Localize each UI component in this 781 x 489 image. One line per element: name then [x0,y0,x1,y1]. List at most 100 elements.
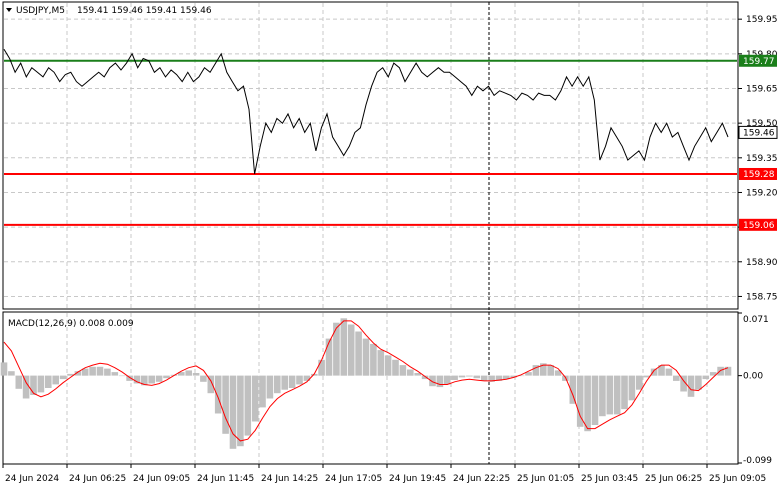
macd-histogram-bar [414,373,421,376]
macd-histogram-bar [229,375,237,449]
macd-signal-line [3,320,729,442]
macd-histogram-bar [724,366,732,376]
macd-histogram-bar [303,375,311,381]
macd-histogram-bar [584,375,591,432]
price-tick-label: 159.35 [746,154,778,164]
macd-histogram-bar [370,343,377,376]
ohlc-values: 159.41 159.46 159.41 159.46 [77,6,212,16]
macd-histogram-bar [259,375,266,408]
macd-histogram-bar [200,375,207,382]
time-tick-label: 24 Jun 06:25 [69,474,126,484]
macd-histogram-bar [347,324,355,376]
level-tag-bg [739,54,777,67]
macd-histogram-bar [96,366,104,376]
macd-histogram-bar [466,375,473,377]
macd-histogram-bar [266,375,274,399]
macd-histogram-bar [392,359,399,376]
macd-histogram-bar [407,369,414,376]
macd-histogram-bar [488,375,495,382]
macd-tick-label: 0.071 [743,315,769,325]
macd-histogram-bar [709,372,717,376]
macd-histogram-bar [628,375,636,401]
time-axis: 24 Jun 2024 24 Jun 06:25 24 Jun 09:05 24 Ju… [2,464,766,484]
macd-histogram-bar [636,375,643,390]
time-tick-label: 24 Jun 22:25 [453,474,510,484]
macd-histogram-bar [288,375,296,388]
macd-histogram-bar [355,331,362,376]
macd-histogram-bar [480,375,488,381]
chart-dropdown-arrow-icon[interactable] [6,8,12,12]
macd-histogram-bar [687,375,695,397]
macd-histogram-bar [421,375,429,380]
macd-histogram-bar [443,375,451,385]
macd-histogram-bar [118,375,126,377]
macd-histogram-bar [613,375,621,415]
price-tick-label: 158.90 [746,258,778,268]
macd-label: MACD(12,26,9) 0.008 0.009 [8,319,134,329]
macd-histogram-bar [52,375,59,385]
price-tick-label: 159.20 [746,188,778,198]
time-tick-label: 25 Jun 01:05 [517,474,574,484]
macd-histogram-bar [45,375,52,388]
macd-histogram-bar [702,375,710,380]
macd-histogram-bar [207,375,215,394]
macd-histogram-bar [569,375,577,404]
price-tick-label: 159.50 [746,119,778,129]
macd-histogram-bar [178,372,185,376]
time-tick-label: 24 Jun 17:05 [325,474,382,484]
macd-histogram-bar [59,375,67,380]
time-tick-label: 25 Jun 06:25 [645,474,702,484]
macd-histogram-bar [104,368,111,376]
macd-histogram-bar [141,375,148,386]
macd-histogram-bar [547,365,554,376]
macd-histogram-bar [606,375,614,415]
macd-histogram-bar [621,375,628,410]
macd-histogram-bar [384,355,392,376]
macd-histogram-bar [244,375,252,436]
macd-histogram-bar [311,373,318,376]
macd-histogram-bar [81,368,89,376]
macd-histogram-bar [532,365,540,376]
macd-histogram-bar [591,375,599,425]
price-panel-frame [2,1,739,310]
time-tick-label: 24 Jun 14:25 [261,474,318,484]
macd-histogram-bar [74,371,82,376]
macd-histogram-bar [89,366,96,376]
macd-histogram [0,318,732,449]
price-tick-label: 159.65 [746,84,778,94]
macd-histogram-bar [214,375,222,414]
level-tag-bg [739,167,777,180]
symbol-timeframe: USDJPY,M5 [16,6,65,16]
macd-histogram-bar [650,368,658,376]
macd-histogram-bar [325,338,333,376]
horizontal-levels[interactable] [4,59,737,226]
macd-histogram-bar [717,366,724,376]
macd-histogram-bar [599,375,606,417]
macd-histogram-bar [333,322,340,376]
time-tick-label: 24 Jun 09:05 [133,474,190,484]
macd-histogram-bar [274,375,281,394]
time-tick-label: 24 Jun 2024 [5,474,59,484]
macd-histogram-bar [318,359,325,376]
chart-grid [4,3,737,463]
current-price-label: 159.46 [743,128,775,138]
macd-histogram-bar [30,375,37,395]
macd-tick-label: -0.099 [743,456,772,466]
macd-histogram-bar [37,375,45,393]
macd-histogram-bar [495,375,503,381]
macd-histogram-bar [296,375,303,385]
macd-histogram-bar [133,375,141,384]
macd-histogram-bar [510,375,517,378]
macd-histogram-bar [399,365,407,376]
macd-histogram-bar [15,375,23,389]
price-line [3,48,729,175]
macd-histogram-bar [148,375,155,384]
macd-histogram-bar [163,375,170,379]
time-tick-label: 25 Jun 03:45 [581,474,638,484]
macd-histogram-bar [695,375,702,390]
time-tick-label: 24 Jun 19:45 [389,474,446,484]
macd-histogram-bar [111,372,119,376]
level-tag-bg [739,218,777,231]
macd-histogram-bar [377,350,385,376]
